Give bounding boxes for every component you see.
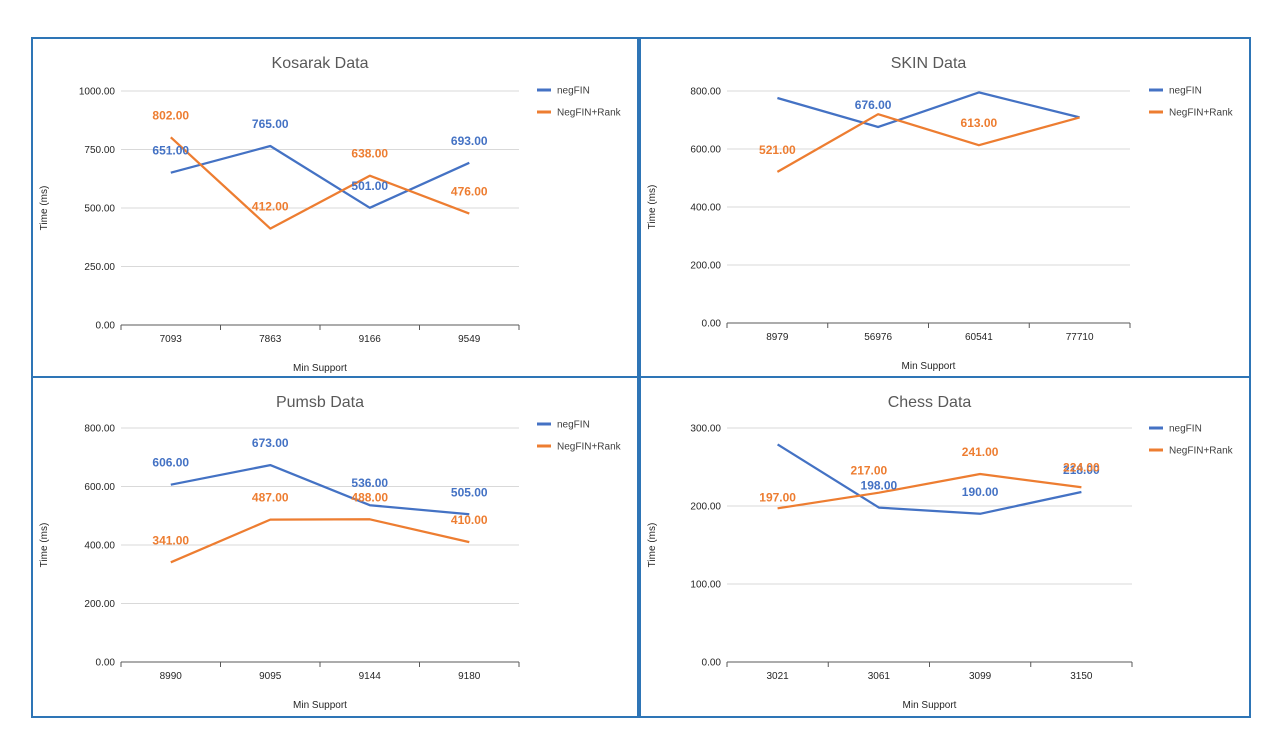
x-axis-title: Min Support xyxy=(902,361,956,372)
y-axis-title: Time (ms) xyxy=(39,523,50,568)
data-label: 218.00 xyxy=(1063,463,1100,477)
data-label: 224.00 xyxy=(1063,460,1100,474)
x-tick-label: 3150 xyxy=(1070,671,1093,682)
legend-label: NegFIN+Rank xyxy=(557,442,622,453)
legend-label: negFIN xyxy=(1169,86,1202,97)
data-label: 613.00 xyxy=(961,116,998,130)
data-label: 241.00 xyxy=(962,445,999,459)
x-tick-label: 7863 xyxy=(259,334,282,345)
y-tick-label: 0.00 xyxy=(702,319,722,330)
chart-panel-pumsb: Pumsb Data 0.00 200.00 400.00 600.00 800.00 89… xyxy=(31,376,639,718)
chart-panel-skin: SKIN Data 0.00 200.00 400.00 600.00 800.00 897… xyxy=(639,37,1251,378)
data-label: 476.00 xyxy=(451,185,488,199)
y-tick-label: 500.00 xyxy=(84,204,115,215)
y-tick-label: 200.00 xyxy=(690,261,721,272)
y-tick-label: 250.00 xyxy=(84,262,115,273)
data-label: 651.00 xyxy=(152,144,189,158)
x-tick-label: 3099 xyxy=(969,671,992,682)
chart-panel-chess: Chess Data 0.00 100.00 200.00 300.00 3021 3061… xyxy=(639,376,1251,718)
y-axis-title: Time (ms) xyxy=(647,523,658,568)
series-line-negfin xyxy=(777,443,1082,515)
chart-title: Chess Data xyxy=(888,394,972,411)
data-label: 606.00 xyxy=(152,456,189,470)
chart-pumsb: Pumsb Data 0.00 200.00 400.00 600.00 800.00 89… xyxy=(39,394,622,711)
y-tick-label: 100.00 xyxy=(690,580,721,591)
chart-title: SKIN Data xyxy=(891,55,967,72)
data-label: 638.00 xyxy=(351,147,388,161)
chart-title: Pumsb Data xyxy=(276,394,364,411)
data-label: 673.00 xyxy=(252,436,289,450)
data-label: 410.00 xyxy=(451,513,488,527)
y-tick-label: 0.00 xyxy=(702,658,722,669)
legend-label: negFIN xyxy=(557,86,590,97)
y-tick-label: 0.00 xyxy=(96,321,116,332)
series-line-negfin xyxy=(170,463,470,516)
y-axis-title: Time (ms) xyxy=(39,186,50,231)
x-axis-title: Min Support xyxy=(293,363,347,374)
series-line-negfin-rank xyxy=(777,472,1082,510)
data-label: 341.00 xyxy=(152,533,189,547)
y-tick-label: 800.00 xyxy=(84,424,115,435)
y-tick-label: 200.00 xyxy=(690,502,721,513)
legend-label: NegFIN+Rank xyxy=(557,108,622,119)
data-label: 190.00 xyxy=(962,485,999,499)
data-label: 505.00 xyxy=(451,485,488,499)
chart-kosarak: Kosarak Data 0.00 250.00 500.00 750.00 1000.0… xyxy=(39,55,622,374)
series-line-negfin-rank xyxy=(776,113,1080,173)
x-tick-label: 3061 xyxy=(868,671,891,682)
x-tick-label: 9144 xyxy=(359,671,382,682)
chart-title: Kosarak Data xyxy=(272,55,369,72)
x-tick-label: 56976 xyxy=(864,332,892,343)
legend-label: NegFIN+Rank xyxy=(1169,108,1234,119)
x-axis-title: Min Support xyxy=(903,700,957,711)
y-tick-label: 300.00 xyxy=(690,424,721,435)
x-tick-label: 7093 xyxy=(160,334,183,345)
y-tick-label: 800.00 xyxy=(690,87,721,98)
x-tick-label: 9549 xyxy=(458,334,481,345)
y-tick-label: 400.00 xyxy=(690,203,721,214)
y-tick-label: 600.00 xyxy=(84,482,115,493)
series-line-negfin-rank xyxy=(170,518,470,564)
x-axis-title: Min Support xyxy=(293,700,347,711)
data-label: 488.00 xyxy=(351,490,388,504)
series-line-negfin xyxy=(170,144,470,209)
chart-panel-kosarak: Kosarak Data 0.00 250.00 500.00 750.00 1000.0… xyxy=(31,37,639,378)
legend-label: NegFIN+Rank xyxy=(1169,446,1234,457)
x-tick-label: 3021 xyxy=(767,671,790,682)
data-label: 197.00 xyxy=(759,490,796,504)
y-tick-label: 600.00 xyxy=(690,145,721,156)
data-label: 802.00 xyxy=(152,108,189,122)
x-tick-label: 77710 xyxy=(1066,332,1094,343)
x-tick-label: 9166 xyxy=(359,334,382,345)
data-label: 536.00 xyxy=(351,476,388,490)
y-tick-label: 750.00 xyxy=(84,145,115,156)
y-tick-label: 400.00 xyxy=(84,541,115,552)
y-tick-label: 0.00 xyxy=(96,658,116,669)
x-tick-label: 60541 xyxy=(965,332,993,343)
x-tick-label: 8990 xyxy=(160,671,183,682)
legend-label: negFIN xyxy=(1169,424,1202,435)
data-label: 521.00 xyxy=(759,143,796,157)
chart-skin: SKIN Data 0.00 200.00 400.00 600.00 800.00 897… xyxy=(647,55,1234,372)
data-label: 217.00 xyxy=(851,464,888,478)
x-tick-label: 9095 xyxy=(259,671,282,682)
series-line-negfin xyxy=(777,91,1080,129)
x-tick-label: 8979 xyxy=(766,332,789,343)
data-label: 765.00 xyxy=(252,117,289,131)
data-label: 693.00 xyxy=(451,134,488,148)
data-label: 501.00 xyxy=(351,179,388,193)
data-label: 198.00 xyxy=(861,479,898,493)
y-tick-label: 1000.00 xyxy=(79,87,116,98)
series-line-negfin-rank xyxy=(170,136,470,230)
y-axis-title: Time (ms) xyxy=(647,185,658,230)
x-tick-label: 9180 xyxy=(458,671,481,682)
chart-chess: Chess Data 0.00 100.00 200.00 300.00 3021 3061… xyxy=(647,394,1234,711)
legend-label: negFIN xyxy=(557,420,590,431)
data-label: 412.00 xyxy=(252,200,289,214)
data-label: 487.00 xyxy=(252,491,289,505)
data-label: 676.00 xyxy=(855,98,892,112)
y-tick-label: 200.00 xyxy=(84,599,115,610)
